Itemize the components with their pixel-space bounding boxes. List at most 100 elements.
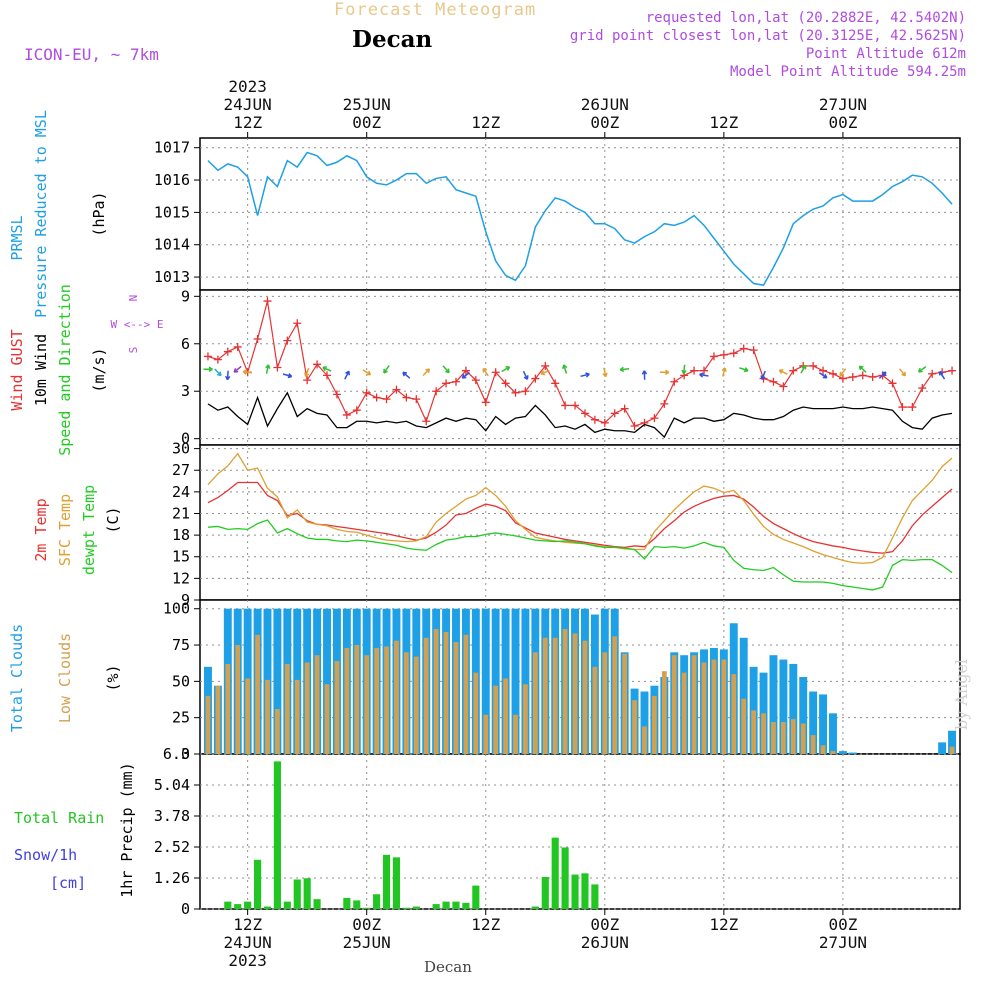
wind-arrow-head: [721, 367, 727, 372]
low-cloud-bar: [661, 671, 667, 754]
gust-marker: [491, 368, 500, 377]
wind-direction-arrow: [226, 370, 229, 380]
rain-bar: [541, 877, 549, 909]
low-cloud-bar: [344, 647, 350, 754]
total-cloud-bar: [481, 608, 490, 754]
low-cloud-bar: [741, 698, 747, 754]
gust-marker: [501, 379, 510, 388]
top-time-label: 00Z: [828, 113, 857, 132]
rain-bar: [561, 847, 569, 909]
top-time-label: 26JUN: [581, 95, 629, 114]
temp-label-dewpt: dewpt Temp: [80, 485, 98, 575]
wind-direction-arrow: [461, 371, 470, 379]
wind-arrow-head: [402, 371, 408, 377]
gust-marker: [620, 404, 629, 413]
y-tick-label-temperature-5: 24: [172, 483, 190, 501]
bottom-time-label: 24JUN: [224, 933, 272, 952]
total-cloud-bar: [491, 608, 500, 754]
wind-arrow-head: [366, 370, 372, 376]
low-cloud-bar: [949, 746, 955, 754]
wind-direction-arrow: [442, 365, 450, 374]
wind-direction-arrow: [344, 370, 350, 380]
temp-label-unit: (C): [104, 506, 122, 533]
panel-frame-wind: [199, 289, 961, 446]
gust-marker: [442, 379, 451, 388]
total-cloud-bar: [640, 691, 649, 754]
y-tick-label-clouds-2: 50: [172, 672, 190, 690]
wind-direction-arrow: [233, 365, 242, 373]
gust-marker: [600, 418, 609, 427]
bottom-time-label: 2023: [228, 951, 267, 970]
wind-arrow-head: [523, 375, 529, 380]
wind-arrow-head: [760, 375, 766, 381]
low-cloud-bar: [810, 735, 816, 754]
wind-arrow-head: [216, 371, 222, 377]
gust-marker: [610, 409, 619, 418]
gust-marker: [203, 352, 212, 361]
y-tick-label-pressure-3: 1016: [154, 171, 190, 189]
low-cloud-bar: [404, 652, 409, 754]
low-cloud-bar: [483, 714, 489, 754]
low-cloud-bar: [830, 751, 836, 754]
low-cloud-bar: [265, 679, 270, 754]
low-cloud-bar: [443, 631, 449, 754]
rain-bar: [253, 859, 262, 909]
gust-marker: [511, 388, 520, 397]
y-tick-label-clouds-0: 0: [181, 745, 190, 763]
low-cloud-bar: [384, 646, 389, 754]
rain-bar: [571, 874, 579, 909]
y-tick-label-precip-1: 1.26: [154, 869, 190, 887]
gust-marker: [918, 384, 927, 393]
wind-arrow-head: [562, 364, 568, 370]
gust-marker: [719, 350, 728, 359]
low-cloud-bar: [562, 629, 568, 754]
wind-direction-arrow: [761, 370, 766, 380]
total-cloud-bar: [799, 677, 808, 754]
y-tick-label-temperature-0: 9: [181, 591, 190, 609]
gust-marker: [531, 374, 540, 383]
precip-label-snow: Snow/1h: [14, 846, 77, 864]
rain-bar: [591, 884, 599, 909]
wind-direction-arrow: [402, 371, 411, 379]
wind-arrow-head: [619, 366, 625, 373]
top-time-label: 24JUN: [224, 95, 272, 114]
low-cloud-bar: [761, 713, 766, 754]
temp-label-2m: 2m Temp: [32, 498, 50, 561]
total-cloud-bar: [838, 751, 847, 754]
gust-marker: [590, 415, 599, 424]
total-cloud-bar: [938, 742, 947, 754]
low-cloud-bar: [473, 672, 479, 754]
wind-arrow-head: [322, 366, 327, 372]
bottom-time-label: 12Z: [709, 915, 738, 934]
gust-marker: [828, 369, 837, 378]
gust-marker: [323, 371, 332, 380]
wind-arrow-head: [602, 372, 608, 378]
wind-arrow-head: [641, 370, 648, 375]
wind-arrow-head: [839, 371, 845, 377]
wind-arrow-head: [778, 369, 784, 375]
wind-direction-arrow: [304, 367, 310, 377]
low-cloud-bar: [532, 652, 538, 754]
wind-arrow-head: [265, 364, 271, 369]
clouds-label-unit: (%): [104, 664, 122, 691]
gust-line: [207, 300, 953, 427]
wind-arrow-head: [445, 368, 450, 374]
wind-arrow-head: [304, 372, 310, 378]
gust-marker: [551, 379, 560, 388]
gust-marker: [382, 395, 391, 404]
low-cloud-bar: [503, 678, 508, 754]
rain-bar: [442, 901, 450, 909]
gust-marker: [481, 398, 490, 407]
low-cloud-bar: [294, 679, 300, 754]
low-cloud-bar: [324, 684, 330, 754]
compass-west-east: W <--> E: [111, 318, 164, 331]
wind-arrow-head: [881, 371, 887, 377]
footer-station: Decan: [424, 958, 472, 976]
gust-marker: [332, 390, 341, 399]
total-cloud-bar: [809, 691, 818, 754]
y-tick-label-temperature-3: 18: [172, 526, 190, 544]
wind-direction-arrow: [265, 364, 270, 374]
low-cloud-bar: [423, 637, 429, 754]
rain-bar: [293, 879, 301, 909]
